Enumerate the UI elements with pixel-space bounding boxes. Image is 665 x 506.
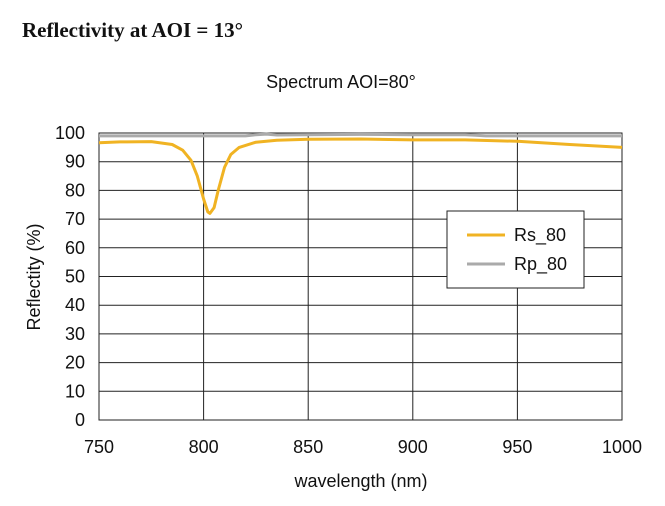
y-tick-label: 40 [65, 295, 85, 315]
y-tick-label: 70 [65, 209, 85, 229]
x-axis-label: wavelength (nm) [293, 471, 427, 491]
x-tick-label: 950 [502, 437, 532, 457]
y-tick-label: 10 [65, 381, 85, 401]
y-tick-label: 20 [65, 353, 85, 373]
legend [446, 210, 585, 289]
x-tick-label: 850 [293, 437, 323, 457]
y-tick-label: 60 [65, 238, 85, 258]
legend-label: Rp_80 [514, 254, 567, 275]
y-tick-label: 30 [65, 324, 85, 344]
y-tick-label: 90 [65, 152, 85, 172]
y-tick-label: 0 [75, 410, 85, 430]
legend-label: Rs_80 [514, 225, 566, 246]
y-tick-label: 80 [65, 180, 85, 200]
x-tick-label: 1000 [602, 437, 642, 457]
y-axis-label: Reflectity (%) [24, 223, 44, 330]
series-line-rs_80 [98, 137, 623, 215]
series-line-rp_80 [99, 132, 622, 138]
page-heading: Reflectivity at AOI = 13° [22, 18, 243, 42]
chart-title: Spectrum AOI=80° [266, 72, 416, 92]
y-tick-label: 50 [65, 267, 85, 287]
x-tick-label: 800 [189, 437, 219, 457]
x-tick-label: 900 [398, 437, 428, 457]
x-tick-label: 750 [84, 437, 114, 457]
y-tick-label: 100 [55, 123, 85, 143]
